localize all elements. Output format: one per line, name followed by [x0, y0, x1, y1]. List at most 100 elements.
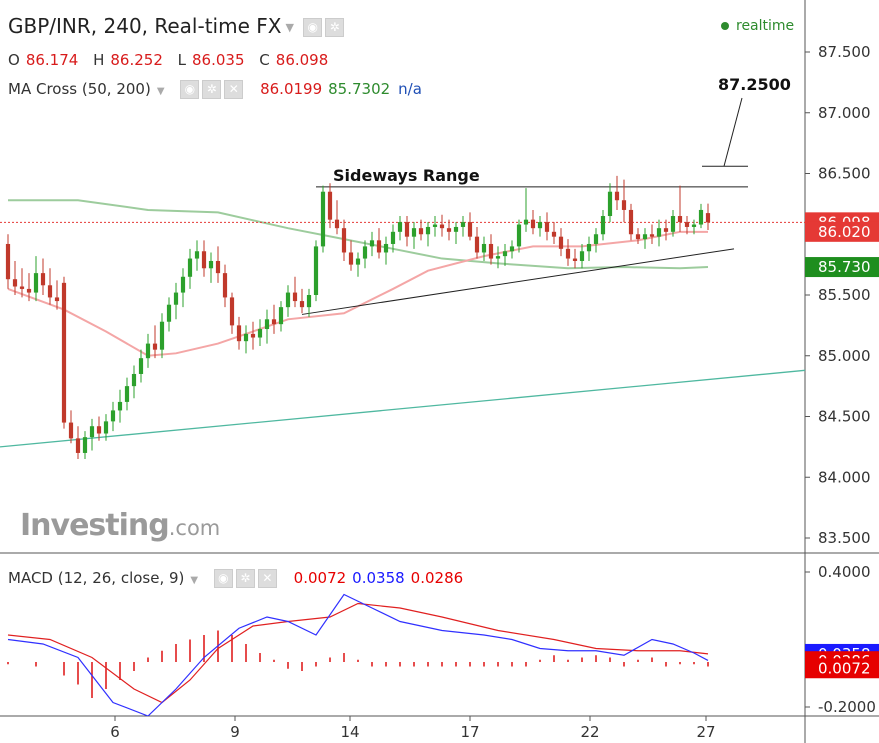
candle-body — [579, 251, 585, 261]
macd-y-tick-label: 0.4000 — [818, 563, 871, 581]
candle-body — [376, 240, 382, 253]
eye-icon[interactable]: ◉ — [180, 80, 200, 99]
ohlc-value: 86.174 — [25, 51, 79, 69]
candle-body — [474, 236, 480, 253]
candle-body — [341, 228, 347, 253]
gear-icon[interactable]: ✲ — [202, 80, 222, 99]
candle-body — [572, 258, 578, 261]
chevron-down-icon[interactable]: ▼ — [156, 86, 165, 97]
close-icon[interactable]: ✕ — [257, 569, 277, 588]
ma50-price-tag-bg — [805, 221, 879, 242]
candle-body — [418, 228, 424, 235]
macd-value-tag-bg — [805, 658, 879, 679]
chevron-down-icon[interactable]: ▼ — [285, 21, 294, 34]
candle-body — [544, 222, 550, 232]
candle-body — [425, 226, 431, 235]
candle-body — [166, 304, 172, 322]
macd-y-tick-label: -0.2000 — [818, 698, 876, 716]
candle-body — [635, 234, 641, 240]
chart-title[interactable]: GBP/INR, 240, Real-time FX — [8, 14, 282, 38]
candle-body — [537, 222, 543, 229]
candle-body — [215, 260, 221, 274]
macd-hist-value: 0.0286 — [410, 569, 464, 587]
ohlc-key: L — [177, 51, 187, 69]
candle-body — [61, 282, 67, 423]
candle-body — [677, 216, 683, 223]
candle-body — [348, 252, 354, 265]
candle-body — [642, 234, 648, 240]
trend-line — [0, 369, 806, 448]
candle-body — [334, 219, 340, 229]
eye-icon[interactable]: ◉ — [303, 18, 323, 37]
candle-body — [481, 243, 487, 253]
candle-body — [453, 226, 459, 232]
range-label: Sideways Range — [333, 166, 480, 185]
candle-body — [145, 343, 151, 359]
candle-body — [96, 426, 102, 434]
candle-body — [271, 319, 277, 325]
investing-logo: Investing.com — [20, 508, 221, 543]
y-tick-label: 85.500 — [818, 286, 871, 304]
y-tick-label: 85.000 — [818, 347, 871, 365]
candle-body — [285, 292, 291, 308]
ma-cross-legend: MA Cross (50, 200) ▼ ◉ ✲ ✕ 86.0199 85.7302 n/… — [8, 80, 422, 99]
candle-body — [103, 421, 109, 434]
candle-body — [369, 240, 375, 247]
candle-body — [152, 343, 158, 350]
candle-body — [698, 209, 704, 225]
candle-body — [26, 288, 32, 293]
candle-body — [257, 329, 263, 338]
ma50-price-tag: 86.020 — [818, 223, 871, 241]
candle-body — [383, 243, 389, 253]
candle-body — [320, 191, 326, 247]
status-dot-icon — [721, 22, 729, 30]
y-tick-label: 84.000 — [818, 468, 871, 486]
y-tick-label: 86.500 — [818, 165, 871, 183]
macd-signal-value: 0.0358 — [352, 569, 405, 587]
candle-body — [19, 286, 25, 289]
candle-body — [621, 200, 627, 210]
candle-body — [439, 224, 445, 229]
candle-body — [355, 258, 361, 265]
candle-body — [124, 386, 130, 402]
gear-icon[interactable]: ✲ — [325, 18, 345, 37]
macd-label[interactable]: MACD (12, 26, close, 9) — [8, 569, 185, 587]
ma200-price-tag-bg — [805, 257, 879, 278]
x-tick-label: 9 — [230, 723, 240, 741]
chevron-down-icon[interactable]: ▼ — [190, 575, 199, 586]
candle-body — [397, 222, 403, 232]
candle-body — [299, 301, 305, 308]
candle-body — [411, 228, 417, 237]
candle-body — [565, 248, 571, 259]
target-label: 87.2500 — [718, 75, 791, 94]
candle-body — [306, 295, 312, 308]
ma-na-value: n/a — [398, 80, 422, 98]
candle-body — [607, 191, 613, 217]
ohlc-value: 86.035 — [192, 51, 245, 69]
candle-body — [40, 273, 46, 286]
candle-body — [670, 216, 676, 232]
range-bottom-line — [301, 248, 735, 315]
candle-body — [467, 222, 473, 237]
gear-icon[interactable]: ✲ — [235, 569, 255, 588]
candle-body — [530, 219, 536, 229]
candle-body — [12, 279, 18, 287]
candle-body — [54, 297, 60, 302]
candle-body — [551, 231, 557, 237]
candle-body — [684, 222, 690, 227]
ma-cross-label[interactable]: MA Cross (50, 200) — [8, 80, 151, 98]
close-icon[interactable]: ✕ — [224, 80, 244, 99]
eye-icon[interactable]: ◉ — [213, 569, 233, 588]
candle-body — [68, 422, 74, 439]
macd-line — [7, 593, 709, 716]
candle-body — [236, 325, 242, 342]
candle-body — [509, 246, 515, 252]
candle-body — [250, 333, 256, 338]
x-tick-label: 6 — [110, 723, 120, 741]
candle-body — [117, 401, 123, 411]
candle-body — [201, 251, 207, 269]
candle-body — [82, 437, 88, 453]
candle-body — [138, 358, 144, 374]
candle-body — [586, 243, 592, 252]
